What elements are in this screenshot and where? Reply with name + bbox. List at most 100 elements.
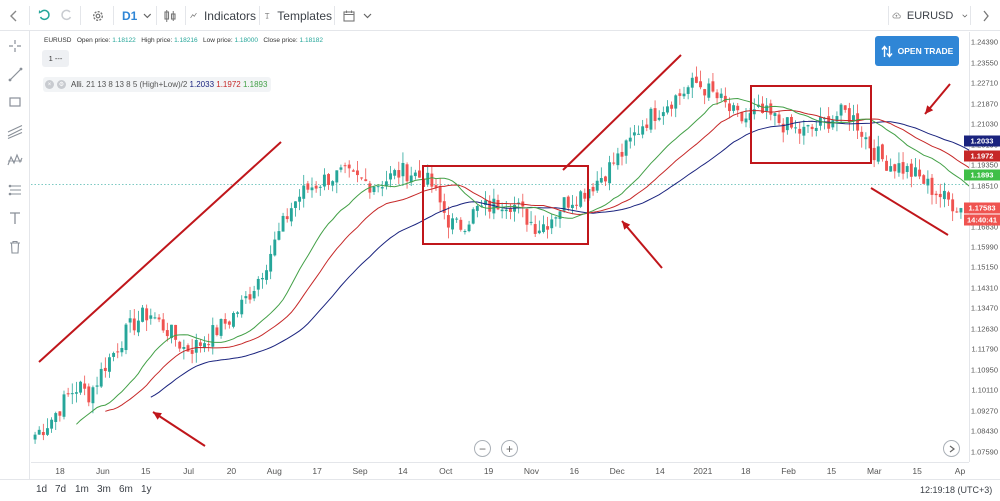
period-1m[interactable]: 1m [75, 484, 89, 495]
candle-body [690, 77, 694, 88]
candle-body [141, 307, 144, 322]
scroll-right-button[interactable] [943, 440, 960, 457]
candle-body [699, 81, 702, 88]
chevron-down-icon [143, 13, 152, 18]
candle-body [475, 205, 479, 211]
candle-body [46, 428, 49, 435]
remove-indicator-icon[interactable]: × [45, 80, 54, 89]
candle-body [612, 162, 616, 164]
candle-body [289, 208, 293, 222]
candle-body [860, 131, 864, 137]
candle-body [500, 209, 504, 212]
candle-body [537, 230, 541, 234]
text-tool-icon[interactable] [4, 207, 26, 229]
rectangle-tool-icon[interactable] [4, 91, 26, 113]
time-axis[interactable]: 18 Jun 15 Jul 20 Aug 17 Sep 14 Oct 19 Nov 16 Dec 14 202… [31, 462, 969, 478]
price-tick-label: 1.15990 [970, 242, 998, 252]
period-1d[interactable]: 1d [36, 484, 48, 495]
calendar-select[interactable] [339, 0, 375, 31]
candle-body [74, 392, 78, 394]
zoom-in-button[interactable]: + [501, 440, 518, 457]
price-tick-label: 1.15150 [970, 262, 998, 272]
gear-icon[interactable] [88, 0, 108, 31]
pattern-tool-icon[interactable] [4, 149, 26, 171]
candle-body [723, 95, 727, 103]
divider [888, 6, 889, 25]
templates-button[interactable]: Templates [264, 0, 332, 31]
symbol-select[interactable]: EURUSD [892, 0, 968, 31]
redo-icon[interactable] [57, 0, 75, 31]
indicator-name: Alli. [71, 80, 84, 89]
chart-canvas[interactable] [31, 32, 995, 462]
candle-body [405, 164, 409, 182]
candle-body [70, 393, 74, 395]
annotation-trend-line [870, 187, 949, 236]
timeframe-select[interactable]: D1 [118, 0, 152, 31]
candle-body [604, 176, 607, 182]
price-tick-label: 1.23550 [970, 58, 998, 68]
price-tick-label: 1.11790 [971, 344, 998, 354]
candle-countdown-badge: 14:40:41 [964, 214, 1000, 226]
candle-body [959, 208, 963, 213]
divider [156, 6, 157, 25]
period-1y[interactable]: 1y [141, 484, 152, 495]
timeframe-label: D1 [122, 8, 138, 23]
candle-body [170, 324, 173, 339]
period-7d[interactable]: 7d [55, 484, 67, 495]
indicators-button[interactable]: Indicators [190, 0, 256, 31]
price-chart[interactable] [31, 32, 995, 462]
annotation-trend-line [562, 54, 682, 171]
indicator-settings-icon[interactable]: ⚙ [57, 80, 66, 89]
undo-icon[interactable] [35, 0, 53, 31]
zoom-out-button[interactable]: − [474, 440, 491, 457]
channel-tool-icon[interactable] [4, 121, 26, 143]
candle-body [455, 218, 459, 220]
alligator-indicator-row[interactable]: × ⚙ Alli. 21 13 8 13 8 5 (High+Low)/2 1.… [43, 77, 272, 92]
open-trade-button[interactable]: OPEN TRADE [875, 36, 959, 66]
candle-body [856, 113, 860, 131]
candle-body [550, 219, 554, 229]
candle-body [83, 383, 87, 389]
candle-body [752, 109, 756, 115]
candle-body [608, 162, 612, 184]
chart-type-icon[interactable] [160, 0, 180, 31]
trash-icon[interactable] [4, 236, 26, 258]
candle-body [108, 357, 111, 372]
candle-body [777, 114, 781, 123]
price-tick-label: 1.14310 [970, 283, 998, 293]
fibonacci-tool-icon[interactable] [4, 179, 26, 201]
jaw-price-badge: 1.2033 [964, 135, 1000, 147]
candle-body [389, 173, 392, 180]
high-label: High price: [141, 37, 173, 44]
date-tick-label: Ap [954, 466, 966, 476]
candle-body [657, 117, 661, 120]
low-label: Low price: [203, 37, 233, 44]
candle-body [529, 221, 533, 223]
candle-body [909, 163, 913, 177]
candle-body [186, 345, 190, 352]
date-tick-label: Nov [523, 466, 539, 476]
price-axis[interactable]: 1.243901.235501.227101.218701.210301.201… [969, 32, 1000, 462]
up-down-arrows-icon [881, 44, 893, 58]
candle-body [240, 299, 244, 315]
date-tick-label: 15 [912, 466, 922, 476]
candle-body [554, 217, 558, 219]
collapse-panel-icon[interactable] [976, 0, 996, 31]
candle-body [409, 175, 413, 183]
date-tick-label: 14 [655, 466, 665, 476]
back-icon[interactable] [4, 0, 24, 31]
candle-body [198, 342, 202, 346]
trend-line-icon[interactable] [4, 63, 26, 85]
crosshair-icon[interactable] [4, 35, 26, 57]
period-3m[interactable]: 3m [97, 484, 111, 495]
interval-badge[interactable]: 1 --- [42, 50, 69, 67]
teeth-value: 1.1972 [216, 80, 241, 89]
period-6m[interactable]: 6m [119, 484, 133, 495]
date-tick-label: 14 [398, 466, 408, 476]
price-tick-label: 1.19350 [970, 160, 998, 170]
candle-body [66, 393, 70, 395]
candle-body [112, 352, 116, 357]
price-tick-label: 1.18510 [970, 181, 998, 191]
drawing-tools-rail [0, 31, 30, 479]
candle-body [322, 174, 326, 187]
